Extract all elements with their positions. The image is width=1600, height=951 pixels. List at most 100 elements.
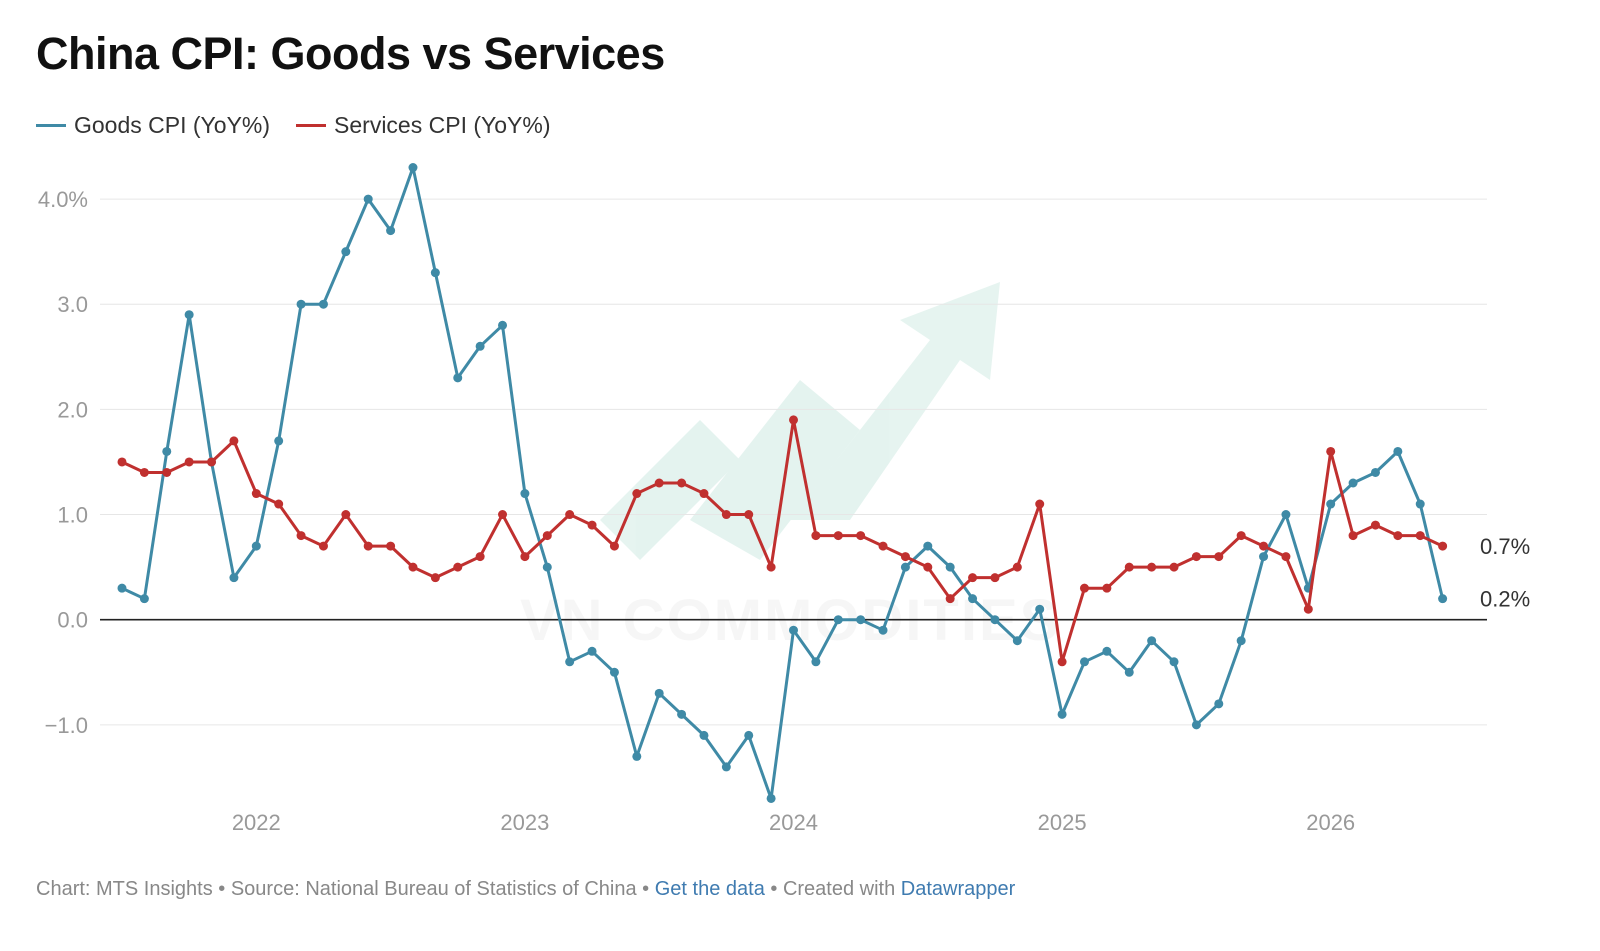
get-data-link[interactable]: Get the data <box>654 878 765 900</box>
data-point <box>1191 552 1201 562</box>
data-point <box>520 552 530 562</box>
data-point <box>1438 594 1448 604</box>
data-point <box>1281 510 1291 520</box>
data-point <box>274 499 284 509</box>
series-line <box>121 418 1444 664</box>
data-point <box>184 310 194 320</box>
data-point <box>296 531 306 541</box>
data-point <box>1147 636 1157 646</box>
data-point <box>1259 541 1269 551</box>
data-point <box>609 667 619 677</box>
data-point <box>811 531 821 541</box>
data-point <box>139 467 149 477</box>
data-point <box>1214 699 1224 709</box>
footer-separator: • <box>212 878 231 900</box>
data-point <box>1259 552 1269 562</box>
data-point <box>856 531 866 541</box>
data-point <box>296 299 306 309</box>
data-point <box>274 436 284 446</box>
legend: Goods CPI (YoY%) Services CPI (YoY%) <box>36 112 550 139</box>
data-point <box>923 562 933 572</box>
data-point <box>856 615 866 625</box>
data-point <box>1415 531 1425 541</box>
data-point <box>1214 552 1224 562</box>
y-tick-label: 1.0 <box>57 503 88 528</box>
data-point <box>1012 636 1022 646</box>
data-point <box>453 373 463 383</box>
data-point <box>117 457 127 467</box>
data-point <box>1057 657 1067 667</box>
data-point <box>587 646 597 656</box>
data-point <box>251 541 261 551</box>
data-point <box>363 194 373 204</box>
footer-separator: • <box>764 878 783 900</box>
data-point <box>386 541 396 551</box>
data-point <box>1348 478 1358 488</box>
legend-label-goods: Goods CPI (YoY%) <box>74 112 271 138</box>
grid <box>100 198 1487 726</box>
data-point <box>632 489 642 499</box>
data-point <box>229 573 239 583</box>
data-point <box>990 615 1000 625</box>
data-point <box>184 457 194 467</box>
data-point <box>1191 720 1201 730</box>
data-point <box>677 478 687 488</box>
data-point <box>945 594 955 604</box>
data-point <box>945 562 955 572</box>
data-point <box>721 762 731 772</box>
data-point <box>1281 552 1291 562</box>
watermark: VN COMMODITIES <box>520 282 1058 653</box>
data-point <box>609 541 619 551</box>
footer-separator: • <box>636 878 655 900</box>
series-goods: 0.2% <box>117 163 1530 803</box>
data-point <box>654 688 664 698</box>
footer-source: Source: National Bureau of Statistics of… <box>230 878 637 900</box>
data-point <box>632 751 642 761</box>
data-point <box>498 510 508 520</box>
data-point <box>744 730 754 740</box>
data-point <box>139 594 149 604</box>
data-point <box>699 730 709 740</box>
data-point <box>587 520 597 530</box>
legend-item-services: Services CPI (YoY%) <box>296 112 550 139</box>
data-point <box>1326 446 1336 456</box>
x-tick-label: 2026 <box>1306 810 1355 835</box>
data-point <box>408 163 418 173</box>
data-point <box>386 226 396 236</box>
data-point <box>1079 583 1089 593</box>
data-point <box>1124 667 1134 677</box>
data-point <box>341 247 351 257</box>
series-line <box>121 166 1445 800</box>
data-point <box>1438 541 1448 551</box>
data-point <box>408 562 418 572</box>
data-point <box>1348 531 1358 541</box>
end-value-label: 0.2% <box>1480 587 1530 612</box>
data-point <box>900 562 910 572</box>
legend-label-services: Services CPI (YoY%) <box>334 112 551 138</box>
data-point <box>766 562 776 572</box>
data-point <box>229 436 239 446</box>
data-point <box>565 657 575 667</box>
data-point <box>1370 520 1380 530</box>
data-point <box>363 541 373 551</box>
y-tick-label: 0.0 <box>57 608 88 633</box>
data-point <box>162 446 172 456</box>
data-point <box>990 573 1000 583</box>
data-point <box>1079 657 1089 667</box>
data-point <box>1147 562 1157 572</box>
data-point <box>520 489 530 499</box>
data-point <box>1035 499 1045 509</box>
data-point <box>699 489 709 499</box>
data-point <box>1236 636 1246 646</box>
end-value-label: 0.7% <box>1480 534 1530 559</box>
data-point <box>1303 604 1313 614</box>
x-tick-label: 2023 <box>500 810 549 835</box>
data-point <box>1035 604 1045 614</box>
x-axis: 2022 2023 2024 2025 2026 <box>232 810 1355 835</box>
footer-credit: Chart: MTS Insights <box>36 878 213 900</box>
x-tick-label: 2024 <box>769 810 818 835</box>
datawrapper-link[interactable]: Datawrapper <box>900 878 1016 900</box>
data-point <box>654 478 664 488</box>
data-point <box>811 657 821 667</box>
data-point <box>1169 657 1179 667</box>
